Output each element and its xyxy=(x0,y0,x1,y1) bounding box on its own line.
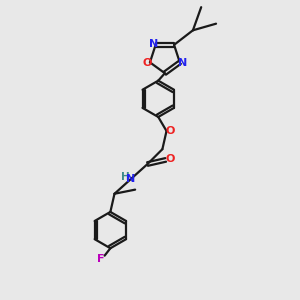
Text: H: H xyxy=(121,172,130,182)
Text: O: O xyxy=(166,154,175,164)
Text: N: N xyxy=(178,58,187,68)
Text: N: N xyxy=(148,39,158,49)
Text: F: F xyxy=(97,254,104,264)
Text: O: O xyxy=(143,58,152,68)
Text: O: O xyxy=(166,126,175,136)
Text: N: N xyxy=(126,174,136,184)
